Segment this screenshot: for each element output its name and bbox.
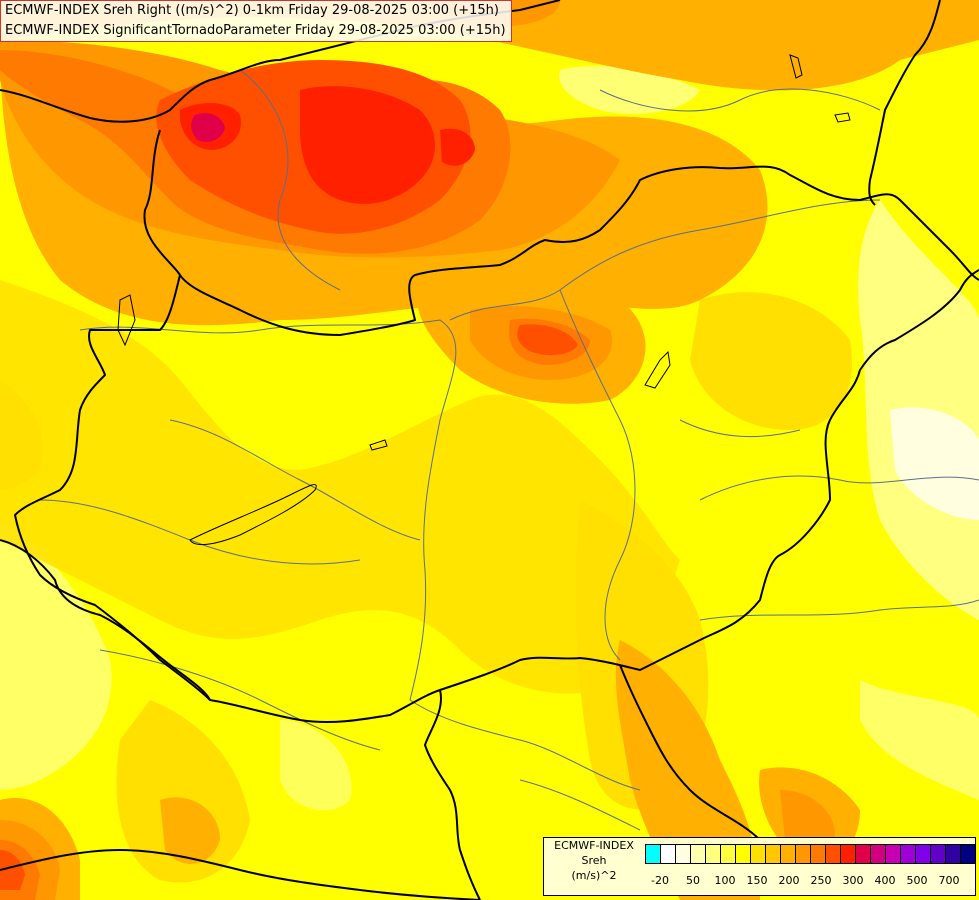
legend-swatch (810, 844, 826, 864)
legend-swatch (765, 844, 781, 864)
legend-swatch (720, 844, 736, 864)
rivers (39, 69, 979, 831)
legend-label-block: ECMWF-INDEX Sreh (m/s)^2 (544, 838, 644, 895)
pale-field (0, 66, 979, 811)
legend-tick-label: 300 (842, 874, 864, 887)
legend-title: ECMWF-INDEX (554, 839, 634, 852)
legend-swatch (915, 844, 931, 864)
color-legend: ECMWF-INDEX Sreh (m/s)^2 -20 50 100 150 200 2… (543, 837, 976, 896)
legend-swatch (900, 844, 916, 864)
map-title-box: ECMWF-INDEX Sreh Right ((m/s)^2) 0-1km F… (0, 0, 512, 42)
legend-swatch (960, 844, 976, 864)
legend-tick-label: -20 (651, 874, 669, 887)
title-line-1: ECMWF-INDEX Sreh Right ((m/s)^2) 0-1km F… (5, 3, 499, 18)
legend-tick-label: 100 (714, 874, 736, 887)
legend-ticks: -20 50 100 150 200 250 300 400 500 700 (646, 874, 974, 890)
legend-swatch (870, 844, 886, 864)
legend-tick-label: 200 (778, 874, 800, 887)
legend-swatches (645, 844, 976, 866)
legend-swatch (705, 844, 721, 864)
legend-tick-label: 700 (938, 874, 960, 887)
legend-swatch (690, 844, 706, 864)
legend-swatch (840, 844, 856, 864)
legend-swatch (885, 844, 901, 864)
legend-tick-label: 250 (810, 874, 832, 887)
legend-swatch (930, 844, 946, 864)
magenta-core (191, 113, 225, 142)
legend-tick-label: 150 (746, 874, 768, 887)
legend-variable: Sreh (581, 854, 607, 867)
legend-swatch (645, 844, 661, 864)
legend-unit: (m/s)^2 (571, 869, 617, 882)
title-line-2: ECMWF-INDEX SignificantTornadoParameter … (5, 23, 506, 38)
legend-tick-label: 500 (906, 874, 928, 887)
legend-swatch (795, 844, 811, 864)
legend-swatch (660, 844, 676, 864)
legend-swatch (855, 844, 871, 864)
legend-tick-label: 400 (874, 874, 896, 887)
legend-tick-label: 50 (686, 874, 700, 887)
legend-swatch (780, 844, 796, 864)
legend-swatch (735, 844, 751, 864)
legend-swatch (945, 844, 961, 864)
legend-swatch (750, 844, 766, 864)
legend-swatch (825, 844, 841, 864)
legend-swatch (675, 844, 691, 864)
lakes (117, 54, 851, 546)
